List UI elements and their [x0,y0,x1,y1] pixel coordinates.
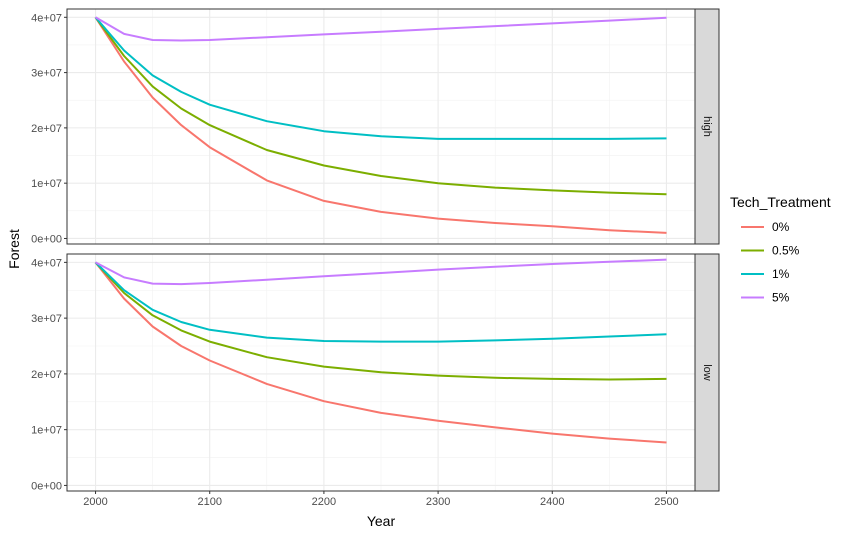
series-line-low-1% [94,261,667,343]
legend-label: 1% [772,267,790,281]
x-tick-label: 2000 [83,496,107,508]
series-line-high-0.5% [94,16,667,196]
legend-title: Tech_Treatment [730,194,831,210]
x-axis-ticks: 2000 2100 2200 2300 2400 2500 [83,491,679,508]
y-tick-label: 1e+07 [31,178,62,190]
x-axis-title: Year [367,513,396,529]
series-line-low-0.5% [94,261,667,381]
y-axis-title: Forest [6,229,22,269]
series-line-low-0% [94,261,667,444]
legend-entry: 0% [741,220,790,234]
series-line-low-5% [95,258,667,286]
legend: Tech_Treatment 0% 0.5% 1% 5% [730,194,831,305]
legend-entry: 1% [741,267,790,281]
legend-entry: 5% [741,291,790,305]
y-tick-label: 2e+07 [31,123,62,135]
x-tick-label: 2400 [540,496,564,508]
y-tick-label: 0e+00 [31,233,62,245]
x-tick-label: 2200 [312,496,336,508]
series-line-high-1% [94,16,667,140]
x-tick-label: 2500 [654,496,678,508]
legend-label: 0.5% [772,244,800,258]
facet-strip-label: high [701,116,713,137]
panels-layer: 0e+00 1e+07 2e+07 3e+07 4e+07 high 0e+00 1e+07 2… [31,8,720,492]
series-line-high-0% [94,16,667,234]
x-tick-label: 2100 [197,496,221,508]
y-tick-label: 3e+07 [31,313,62,325]
y-tick-label: 1e+07 [31,425,62,437]
legend-entry: 0.5% [741,244,800,258]
facet-strip-label: low [701,364,713,381]
panel-high: 0e+00 1e+07 2e+07 3e+07 4e+07 high [31,8,720,245]
series-line-high-5% [94,16,667,42]
y-tick-label: 4e+07 [31,12,62,24]
panel-low: 0e+00 1e+07 2e+07 3e+07 4e+07 low [31,253,720,492]
legend-label: 0% [772,220,790,234]
legend-label: 5% [772,291,790,305]
facet-strip [694,253,720,492]
y-tick-label: 4e+07 [31,257,62,269]
y-tick-label: 2e+07 [31,369,62,381]
x-tick-label: 2300 [426,496,450,508]
y-tick-label: 0e+00 [31,480,62,492]
facet-strip [694,8,720,245]
y-tick-label: 3e+07 [31,68,62,80]
